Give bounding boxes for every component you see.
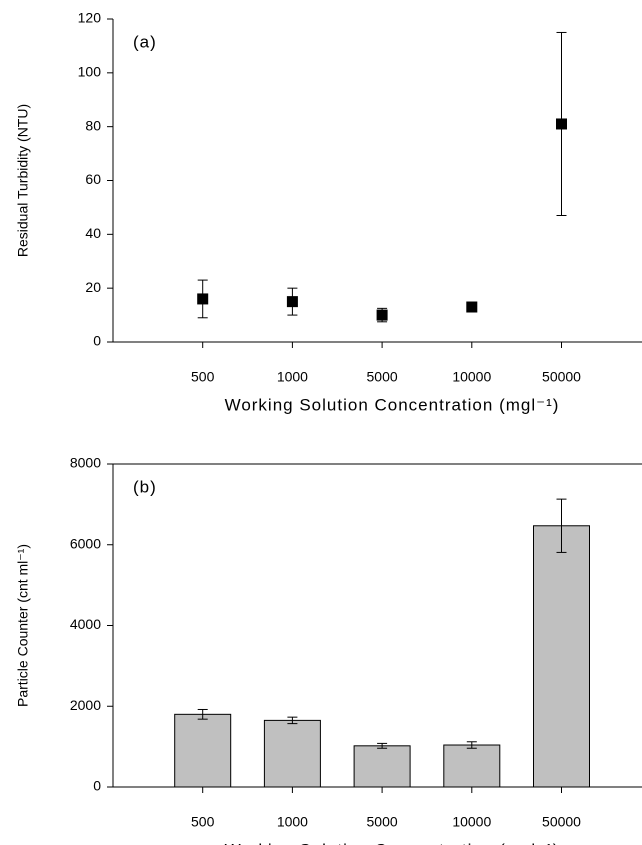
bar bbox=[263, 719, 321, 788]
y-axis-title: Particle Counter (cnt ml⁻¹) bbox=[15, 544, 31, 707]
error-bar bbox=[466, 741, 477, 749]
y-tick-label: 6000 bbox=[70, 535, 101, 551]
point bbox=[197, 293, 209, 305]
x-tick-label: 500 bbox=[191, 369, 215, 385]
x-axis-title: Working Solution Concentration (mgl⁻¹) bbox=[225, 840, 560, 845]
point bbox=[466, 301, 478, 313]
y-tick-label: 2000 bbox=[70, 697, 101, 713]
bar bbox=[174, 713, 232, 788]
y-tick-label: 80 bbox=[85, 117, 101, 133]
error-bar bbox=[556, 498, 567, 553]
x-tick-label: 10000 bbox=[452, 814, 491, 830]
x-axis-title: Working Solution Concentration (mgl⁻¹) bbox=[225, 395, 560, 414]
bar bbox=[353, 745, 411, 788]
point bbox=[376, 309, 388, 321]
y-tick-label: 20 bbox=[85, 279, 101, 295]
point bbox=[286, 296, 298, 308]
y-axis-title: Residual Turbidity (NTU) bbox=[15, 104, 31, 257]
y-tick-label: 0 bbox=[93, 778, 101, 794]
y-tick-label: 120 bbox=[78, 10, 102, 26]
annotation: (b) bbox=[133, 477, 157, 496]
x-tick-label: 5000 bbox=[367, 814, 398, 830]
annotation: (a) bbox=[133, 32, 157, 51]
error-bar bbox=[287, 716, 298, 725]
x-tick-label: 500 bbox=[191, 814, 215, 830]
x-tick-label: 5000 bbox=[367, 369, 398, 385]
bar bbox=[443, 744, 501, 788]
y-tick-label: 40 bbox=[85, 225, 101, 241]
x-tick-label: 50000 bbox=[542, 369, 581, 385]
y-tick-label: 60 bbox=[85, 171, 101, 187]
y-tick-label: 4000 bbox=[70, 616, 101, 632]
error-bar bbox=[197, 708, 208, 720]
y-tick-label: 100 bbox=[78, 64, 102, 80]
bar bbox=[533, 525, 590, 788]
y-tick-label: 8000 bbox=[70, 455, 101, 471]
x-tick-label: 1000 bbox=[277, 369, 308, 385]
x-tick-label: 50000 bbox=[542, 814, 581, 830]
y-tick-label: 0 bbox=[93, 333, 101, 349]
x-tick-label: 10000 bbox=[452, 369, 491, 385]
x-tick-label: 1000 bbox=[277, 814, 308, 830]
error-bar bbox=[377, 742, 388, 749]
point bbox=[556, 118, 567, 130]
